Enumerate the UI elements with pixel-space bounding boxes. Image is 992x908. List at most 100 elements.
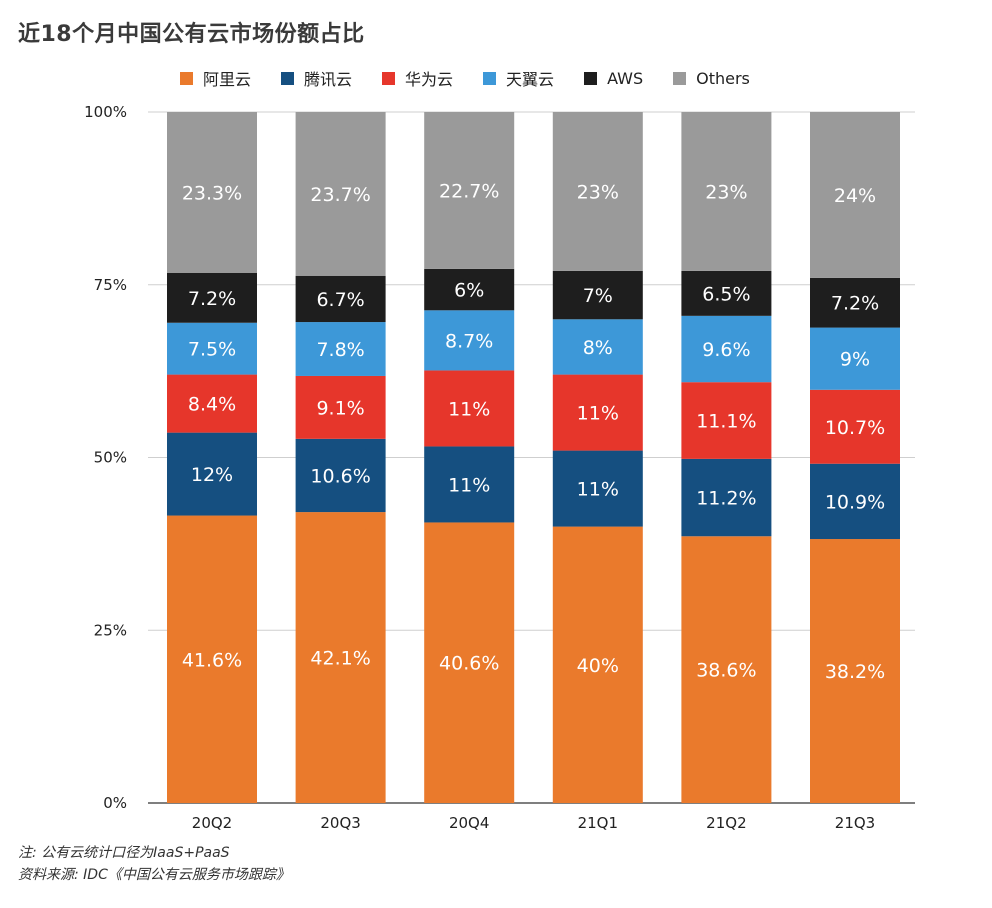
bar-segment bbox=[295, 322, 386, 376]
data-label: 7.5% bbox=[188, 339, 236, 361]
legend-swatch bbox=[180, 71, 193, 85]
legend-item: 华为云 bbox=[382, 66, 453, 90]
footnote-scope: 注: 公有云统计口径为IaaS+PaaS bbox=[18, 845, 230, 861]
legend-item: 天翼云 bbox=[483, 66, 554, 90]
bar-segment bbox=[424, 310, 515, 371]
legend-label: 腾讯云 bbox=[304, 70, 353, 89]
legend-label: AWS bbox=[607, 68, 644, 88]
legend-label: 天翼云 bbox=[506, 70, 555, 89]
data-label: 23.7% bbox=[310, 184, 370, 206]
data-label: 22.7% bbox=[439, 180, 499, 202]
x-tick-label: 20Q2 bbox=[192, 814, 232, 832]
data-label: 12% bbox=[191, 464, 233, 486]
legend-label: Others bbox=[696, 68, 750, 88]
x-tick-label: 21Q2 bbox=[706, 814, 746, 832]
data-label: 7.2% bbox=[831, 293, 879, 315]
data-label: 6.5% bbox=[702, 283, 750, 305]
legend-swatch bbox=[483, 71, 497, 85]
bar-segment bbox=[424, 522, 515, 803]
data-label: 10.6% bbox=[310, 465, 370, 487]
data-label: 11% bbox=[577, 403, 619, 425]
x-tick-label: 21Q1 bbox=[578, 814, 618, 832]
data-label: 24% bbox=[834, 185, 876, 207]
stacked-bar-chart: 0% 25% 50% 75% 100% 41.6% 12% 8.4% 7.5% 7.2% 23.3%… bbox=[84, 103, 915, 832]
bar-segment bbox=[552, 319, 643, 375]
bar-segment bbox=[167, 432, 257, 516]
legend-label: 阿里云 bbox=[203, 70, 252, 89]
x-tick-label: 20Q4 bbox=[449, 814, 489, 832]
data-label: 9.1% bbox=[316, 397, 364, 419]
data-label: 40% bbox=[577, 655, 619, 677]
data-label: 6.7% bbox=[316, 289, 364, 311]
data-label: 40.6% bbox=[439, 653, 499, 675]
bar-segment bbox=[167, 515, 257, 803]
data-label: 7.2% bbox=[188, 288, 236, 310]
data-label: 11% bbox=[577, 479, 619, 501]
bar-segment bbox=[295, 375, 386, 439]
data-label: 6% bbox=[454, 280, 484, 302]
data-label: 11.2% bbox=[696, 488, 756, 510]
bar-segment bbox=[810, 327, 900, 390]
data-label: 11% bbox=[448, 474, 490, 496]
y-tick-label: 25% bbox=[94, 621, 127, 639]
legend-swatch bbox=[673, 71, 687, 85]
legend-item: 腾讯云 bbox=[281, 66, 352, 90]
bar-segment bbox=[810, 112, 900, 278]
data-label: 23.3% bbox=[182, 183, 242, 205]
bar-segment bbox=[552, 450, 643, 527]
bar-segment bbox=[552, 270, 643, 320]
bar-segment bbox=[552, 526, 643, 803]
bar-segment bbox=[681, 536, 772, 803]
x-tick-label: 20Q3 bbox=[320, 814, 360, 832]
legend-swatch bbox=[584, 71, 598, 85]
x-tick-label: 21Q3 bbox=[835, 814, 875, 832]
legend-item: AWS bbox=[584, 69, 643, 88]
data-label: 8.7% bbox=[445, 330, 493, 352]
bar-segment bbox=[681, 270, 772, 316]
data-label: 11.1% bbox=[696, 411, 756, 433]
data-label: 10.7% bbox=[825, 417, 885, 439]
bar-segment bbox=[681, 458, 772, 537]
bar-segment bbox=[424, 112, 515, 269]
data-label: 7% bbox=[583, 285, 613, 307]
data-label: 38.6% bbox=[696, 660, 756, 682]
bar-segment bbox=[167, 322, 257, 375]
data-label: 11% bbox=[448, 398, 490, 420]
bar-segment bbox=[167, 112, 257, 274]
data-label: 10.9% bbox=[825, 491, 885, 513]
y-tick-label: 100% bbox=[84, 103, 127, 121]
footnote-source: 资料来源: IDC《中国公有云服务市场跟踪》 bbox=[18, 867, 290, 883]
y-tick-label: 0% bbox=[103, 794, 127, 812]
bar-segment bbox=[552, 374, 643, 451]
bar-segment bbox=[810, 539, 900, 803]
data-label: 42.1% bbox=[310, 648, 370, 670]
bar-segment bbox=[681, 112, 772, 271]
bar-segment bbox=[295, 438, 386, 513]
bar-segment bbox=[552, 112, 643, 271]
bar-segment bbox=[681, 382, 772, 459]
bar-segment bbox=[424, 446, 515, 523]
legend-item: Others bbox=[673, 69, 750, 88]
y-tick-label: 75% bbox=[94, 276, 127, 294]
bar-segment bbox=[424, 268, 515, 311]
data-label: 8% bbox=[583, 337, 613, 359]
bar-segment bbox=[810, 463, 900, 540]
data-label: 9.6% bbox=[702, 339, 750, 361]
legend-label: 华为云 bbox=[405, 70, 454, 89]
data-label: 38.2% bbox=[825, 661, 885, 683]
bar-segment bbox=[295, 112, 386, 276]
legend-swatch bbox=[281, 71, 295, 85]
data-label: 8.4% bbox=[188, 394, 236, 416]
bar-segment bbox=[424, 370, 515, 447]
bar-segment bbox=[295, 275, 386, 323]
data-label: 23% bbox=[705, 181, 747, 203]
bar-segment bbox=[167, 374, 257, 433]
legend-swatch bbox=[382, 71, 396, 85]
data-label: 7.8% bbox=[316, 339, 364, 361]
legend-item: 阿里云 bbox=[180, 66, 251, 90]
y-tick-label: 50% bbox=[94, 449, 127, 467]
chart-title: 近18个月中国公有云市场份额占比 bbox=[18, 22, 365, 47]
bar-segment bbox=[681, 315, 772, 383]
bar-segment bbox=[810, 277, 900, 328]
data-label: 41.6% bbox=[182, 649, 242, 671]
